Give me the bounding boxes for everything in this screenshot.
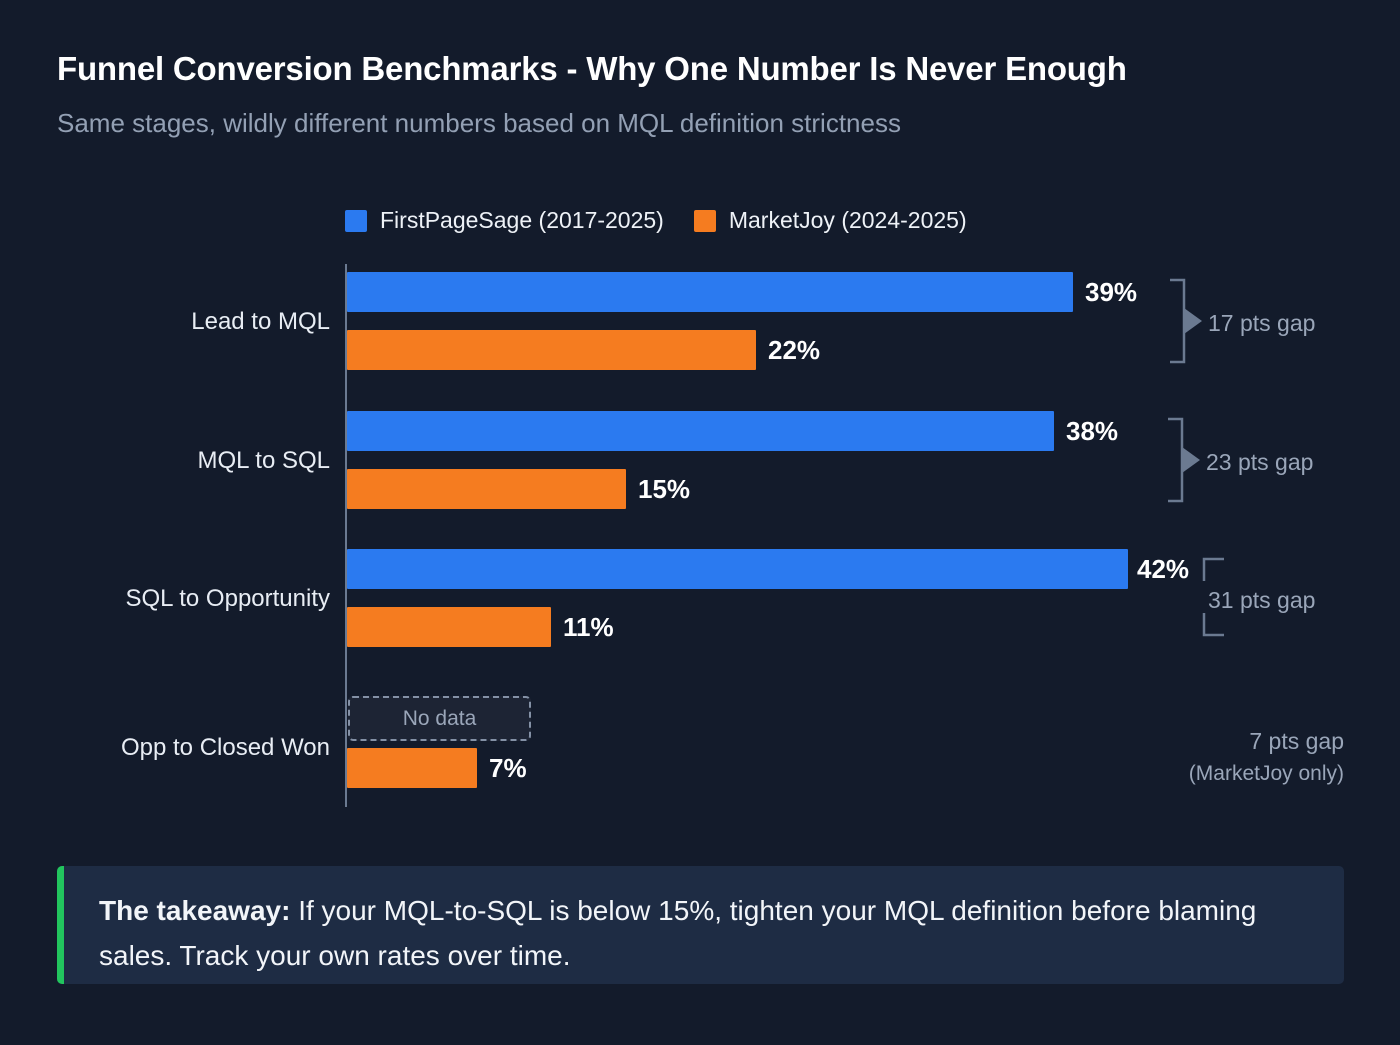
category-label-lead-to-mql: Lead to MQL: [191, 308, 330, 335]
gap-bracket-icon-row1: [1170, 278, 1202, 364]
no-data-placeholder: No data: [348, 696, 531, 741]
bar-value-lead-to-mql-firstpagesage: 39%: [1085, 277, 1138, 307]
bar-sql-to-opportunity-marketjoy[interactable]: [347, 607, 551, 647]
bar-sql-to-opportunity-firstpagesage[interactable]: [347, 549, 1128, 589]
legend-label: MarketJoy (2024-2025): [728, 207, 967, 233]
gap-label-opp-to-closed-won: 7 pts gap: [1249, 728, 1344, 754]
no-data-label: No data: [402, 706, 477, 730]
gap-bracket-icon-row3: [1202, 557, 1224, 637]
legend-item-marketjoy[interactable]: MarketJoy (2024-2025): [693, 207, 967, 234]
bar-lead-to-mql-firstpagesage[interactable]: [347, 272, 1073, 312]
category-label-mql-to-sql: MQL to SQL: [197, 447, 331, 474]
takeaway-accent-bar: [57, 866, 64, 984]
category-label-sql-to-opportunity: SQL to Opportunity: [125, 585, 330, 612]
page-subtitle: Same stages, wildly different numbers ba…: [57, 108, 901, 138]
bar-value-sql-to-opportunity-marketjoy: 11%: [563, 612, 614, 642]
bar-mql-to-sql-firstpagesage[interactable]: [347, 411, 1054, 451]
gap-label-mql-to-sql: 23 pts gap: [1206, 449, 1314, 475]
y-axis-line: [345, 264, 347, 807]
legend-swatch-icon: [693, 209, 716, 232]
bar-mql-to-sql-marketjoy[interactable]: [347, 469, 626, 509]
legend-label: FirstPageSage (2017-2025): [380, 207, 664, 233]
gap-label-lead-to-mql: 17 pts gap: [1208, 310, 1316, 336]
bar-opp-to-closed-won-marketjoy[interactable]: [347, 748, 477, 788]
legend-swatch-icon: [345, 209, 367, 232]
gap-label-sql-to-opportunity: 31 pts gap: [1208, 587, 1316, 613]
takeaway-text: If your MQL-to-SQL is below 15%, tighten…: [99, 895, 1257, 972]
bar-lead-to-mql-marketjoy[interactable]: [347, 330, 756, 370]
legend-item-firstpagesage[interactable]: FirstPageSage (2017-2025): [345, 207, 664, 234]
takeaway-lead-label: The takeaway:: [99, 895, 291, 926]
category-label-opp-to-closed-won: Opp to Closed Won: [120, 734, 330, 761]
page-title: Funnel Conversion Benchmarks - Why One N…: [57, 50, 1127, 87]
bar-value-lead-to-mql-marketjoy: 22%: [768, 335, 821, 365]
gap-bracket-icon-row2: [1168, 417, 1200, 503]
bar-value-sql-to-opportunity-firstpagesage: 42%: [1137, 554, 1190, 584]
chart-legend: FirstPageSage (2017-2025) MarketJoy (202…: [345, 207, 967, 234]
bar-value-opp-to-closed-won-marketjoy: 7%: [489, 753, 527, 783]
gap-sublabel-opp-to-closed-won: (MarketJoy only): [1188, 762, 1344, 785]
takeaway-body: The takeaway: If your MQL-to-SQL is belo…: [99, 888, 1318, 979]
bar-value-mql-to-sql-marketjoy: 15%: [638, 474, 691, 504]
bar-value-mql-to-sql-firstpagesage: 38%: [1066, 416, 1119, 446]
takeaway-callout: The takeaway: If your MQL-to-SQL is belo…: [57, 866, 1344, 984]
